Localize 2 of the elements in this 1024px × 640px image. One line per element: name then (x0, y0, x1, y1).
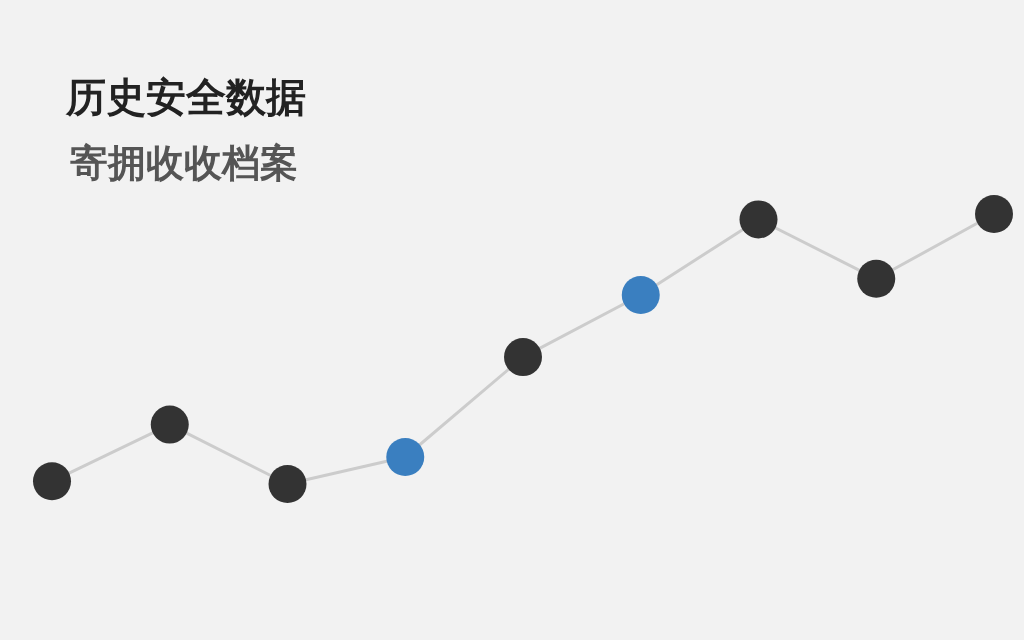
title: 历史安全数据 (66, 74, 306, 120)
subtitle: 寄拥收收档案 (70, 141, 298, 185)
